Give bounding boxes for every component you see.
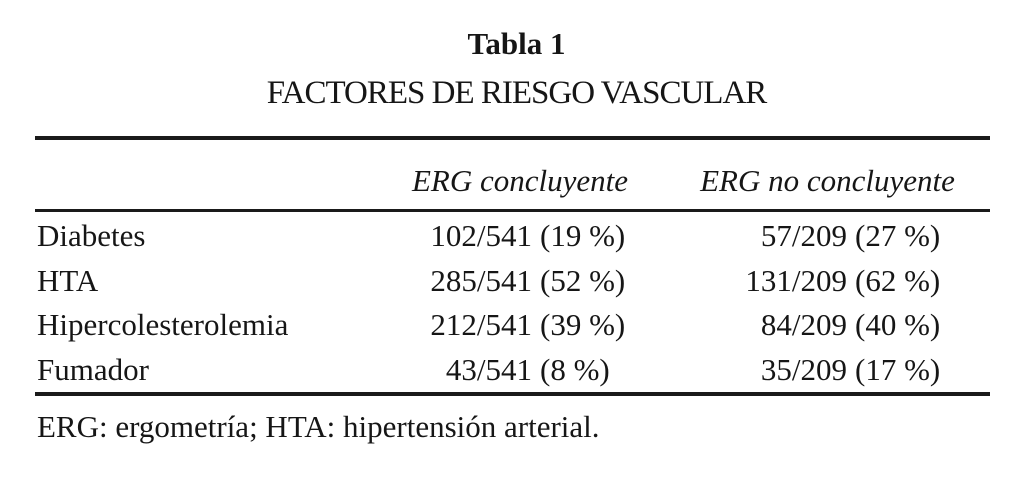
table-row: Hipercolesterolemia 212/541 (39 %) 84/209… xyxy=(35,303,990,348)
value-fraction: 84/209 xyxy=(760,307,847,343)
table-row: HTA 285/541 (52 %) 131/209 (62 %) xyxy=(35,259,990,304)
table-row: Diabetes 102/541 (19 %) 57/209 (27 %) xyxy=(35,214,990,259)
table-subtitle: FACTORES DE RIESGO VASCULAR xyxy=(266,75,768,111)
value-cell: 102/541 (19 %) xyxy=(375,218,665,254)
value-fraction: 131/209 xyxy=(745,262,847,298)
value-percent: (27 %) xyxy=(855,218,941,254)
table-footnote: ERG: ergometría; HTA: hipertensión arter… xyxy=(37,409,600,444)
value-fraction: 35/209 xyxy=(760,351,847,387)
value-fraction: 212/541 xyxy=(430,307,532,343)
value-fraction: 57/209 xyxy=(760,218,847,254)
row-label-hipercolesterolemia: Hipercolesterolemia xyxy=(37,307,289,343)
value-percent: (62 %) xyxy=(855,262,941,298)
value-percent: (8 %) xyxy=(540,351,610,387)
table-bottom-rule xyxy=(35,392,990,396)
value-fraction: 285/541 xyxy=(430,262,532,298)
value-percent: (19 %) xyxy=(540,218,626,254)
value-cell: 131/209 (62 %) xyxy=(665,263,990,299)
column-header-erg-no-concluyente: ERG no concluyente xyxy=(700,163,955,198)
table-header-rule xyxy=(35,209,990,212)
value-percent: (17 %) xyxy=(855,351,941,387)
column-header-erg-concluyente: ERG concluyente xyxy=(411,163,629,198)
row-label-hta: HTA xyxy=(37,262,99,298)
table-top-rule xyxy=(35,136,990,140)
table-row: Fumador 43/541 (8 %) 35/209 (17 %) xyxy=(35,348,990,393)
value-cell: 43/541 (8 %) xyxy=(375,352,665,388)
row-label-fumador: Fumador xyxy=(37,351,149,387)
value-fraction: 43/541 xyxy=(445,351,532,387)
value-percent: (52 %) xyxy=(540,262,626,298)
value-cell: 212/541 (39 %) xyxy=(375,307,665,343)
table-body: Diabetes 102/541 (19 %) 57/209 (27 %) HTA … xyxy=(35,214,990,392)
row-label-diabetes: Diabetes xyxy=(37,218,146,254)
value-cell: 35/209 (17 %) xyxy=(665,352,990,388)
header-cell-empty xyxy=(35,199,375,205)
value-cell: 57/209 (27 %) xyxy=(665,218,990,254)
table-title: Tabla 1 xyxy=(467,26,566,61)
value-cell: 285/541 (52 %) xyxy=(375,263,665,299)
value-fraction: 102/541 xyxy=(430,218,532,254)
value-cell: 84/209 (40 %) xyxy=(665,307,990,343)
table-header-row: ERG concluyente ERG no concluyente xyxy=(35,150,990,205)
value-percent: (40 %) xyxy=(855,307,941,343)
value-percent: (39 %) xyxy=(540,307,626,343)
